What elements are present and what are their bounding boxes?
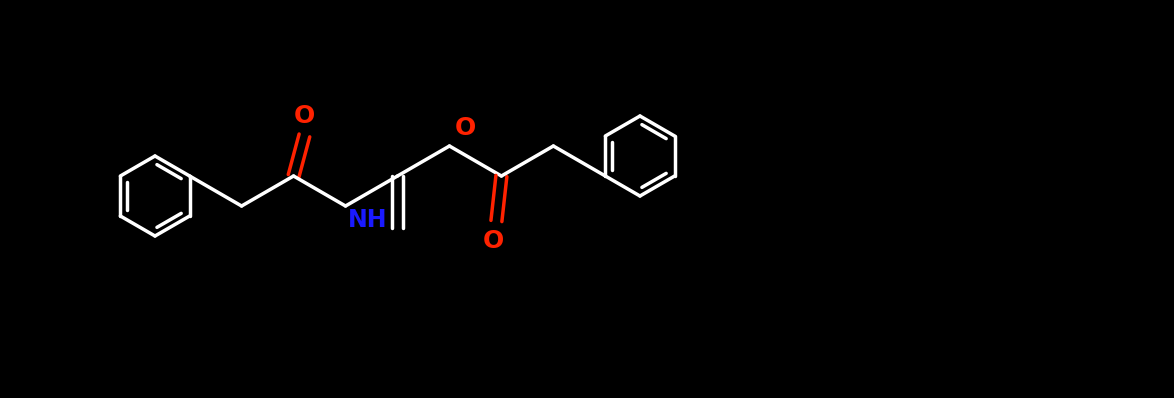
Text: O: O	[483, 229, 504, 253]
Text: NH: NH	[348, 208, 387, 232]
Text: O: O	[294, 104, 315, 129]
Text: O: O	[454, 116, 475, 140]
